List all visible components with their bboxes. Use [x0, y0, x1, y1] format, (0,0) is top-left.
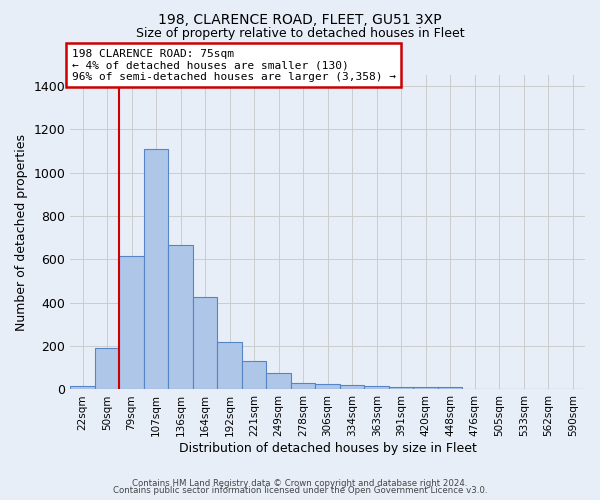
Bar: [316, 384, 340, 390]
Bar: [438, 387, 463, 390]
Bar: [242, 362, 266, 390]
Text: Contains public sector information licensed under the Open Government Licence v3: Contains public sector information licen…: [113, 486, 487, 495]
Text: Size of property relative to detached houses in Fleet: Size of property relative to detached ho…: [136, 28, 464, 40]
Text: 198, CLARENCE ROAD, FLEET, GU51 3XP: 198, CLARENCE ROAD, FLEET, GU51 3XP: [158, 12, 442, 26]
Bar: [364, 386, 389, 390]
Bar: [193, 298, 217, 390]
Bar: [144, 149, 169, 390]
Bar: [70, 386, 95, 390]
Y-axis label: Number of detached properties: Number of detached properties: [15, 134, 28, 331]
Text: Contains HM Land Registry data © Crown copyright and database right 2024.: Contains HM Land Registry data © Crown c…: [132, 478, 468, 488]
Bar: [389, 387, 413, 390]
Bar: [291, 383, 316, 390]
Bar: [95, 348, 119, 390]
Text: 198 CLARENCE ROAD: 75sqm
← 4% of detached houses are smaller (130)
96% of semi-d: 198 CLARENCE ROAD: 75sqm ← 4% of detache…: [71, 48, 395, 82]
Bar: [266, 373, 291, 390]
Bar: [119, 256, 144, 390]
Bar: [340, 384, 364, 390]
Bar: [413, 387, 438, 390]
Bar: [169, 246, 193, 390]
Bar: [217, 342, 242, 390]
X-axis label: Distribution of detached houses by size in Fleet: Distribution of detached houses by size …: [179, 442, 476, 455]
